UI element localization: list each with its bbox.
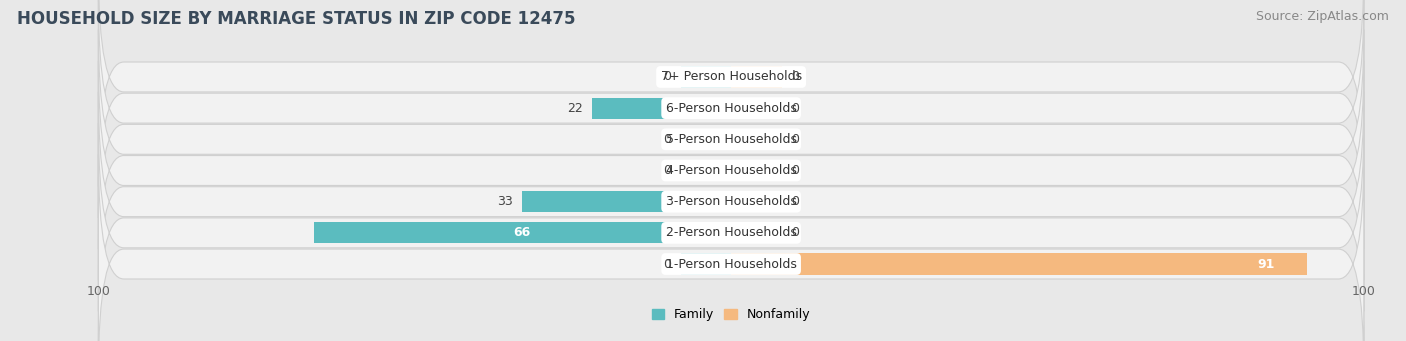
FancyBboxPatch shape <box>98 30 1364 249</box>
Bar <box>731 253 1308 275</box>
Text: HOUSEHOLD SIZE BY MARRIAGE STATUS IN ZIP CODE 12475: HOUSEHOLD SIZE BY MARRIAGE STATUS IN ZIP… <box>17 10 575 28</box>
Text: 2-Person Households: 2-Person Households <box>665 226 797 239</box>
Bar <box>681 160 731 181</box>
Text: 4-Person Households: 4-Person Households <box>665 164 797 177</box>
FancyBboxPatch shape <box>98 0 1364 187</box>
Bar <box>592 98 731 119</box>
Bar <box>314 222 731 243</box>
Text: 0: 0 <box>792 195 799 208</box>
FancyBboxPatch shape <box>98 0 1364 218</box>
Bar <box>731 66 782 88</box>
Text: 0: 0 <box>664 71 671 84</box>
Bar <box>681 253 731 275</box>
Text: 0: 0 <box>792 71 799 84</box>
Bar <box>731 129 782 150</box>
Text: 0: 0 <box>664 164 671 177</box>
Legend: Family, Nonfamily: Family, Nonfamily <box>652 308 810 321</box>
Text: 3-Person Households: 3-Person Households <box>665 195 797 208</box>
FancyBboxPatch shape <box>98 61 1364 280</box>
Text: 91: 91 <box>1258 257 1275 270</box>
FancyBboxPatch shape <box>98 123 1364 341</box>
Bar <box>731 222 782 243</box>
Text: 0: 0 <box>792 133 799 146</box>
Bar <box>731 191 782 212</box>
Text: 5-Person Households: 5-Person Households <box>665 133 797 146</box>
Text: 0: 0 <box>664 133 671 146</box>
Text: 7+ Person Households: 7+ Person Households <box>661 71 801 84</box>
Text: 0: 0 <box>792 226 799 239</box>
Text: 33: 33 <box>498 195 513 208</box>
Text: 22: 22 <box>567 102 582 115</box>
Text: 0: 0 <box>792 102 799 115</box>
Bar <box>681 66 731 88</box>
Bar <box>681 129 731 150</box>
Bar <box>731 160 782 181</box>
Text: Source: ZipAtlas.com: Source: ZipAtlas.com <box>1256 10 1389 23</box>
FancyBboxPatch shape <box>98 154 1364 341</box>
Text: 0: 0 <box>664 257 671 270</box>
Bar <box>523 191 731 212</box>
Text: 6-Person Households: 6-Person Households <box>665 102 797 115</box>
Text: 0: 0 <box>792 164 799 177</box>
Bar <box>731 98 782 119</box>
Text: 66: 66 <box>513 226 531 239</box>
FancyBboxPatch shape <box>98 92 1364 311</box>
Text: 1-Person Households: 1-Person Households <box>665 257 797 270</box>
